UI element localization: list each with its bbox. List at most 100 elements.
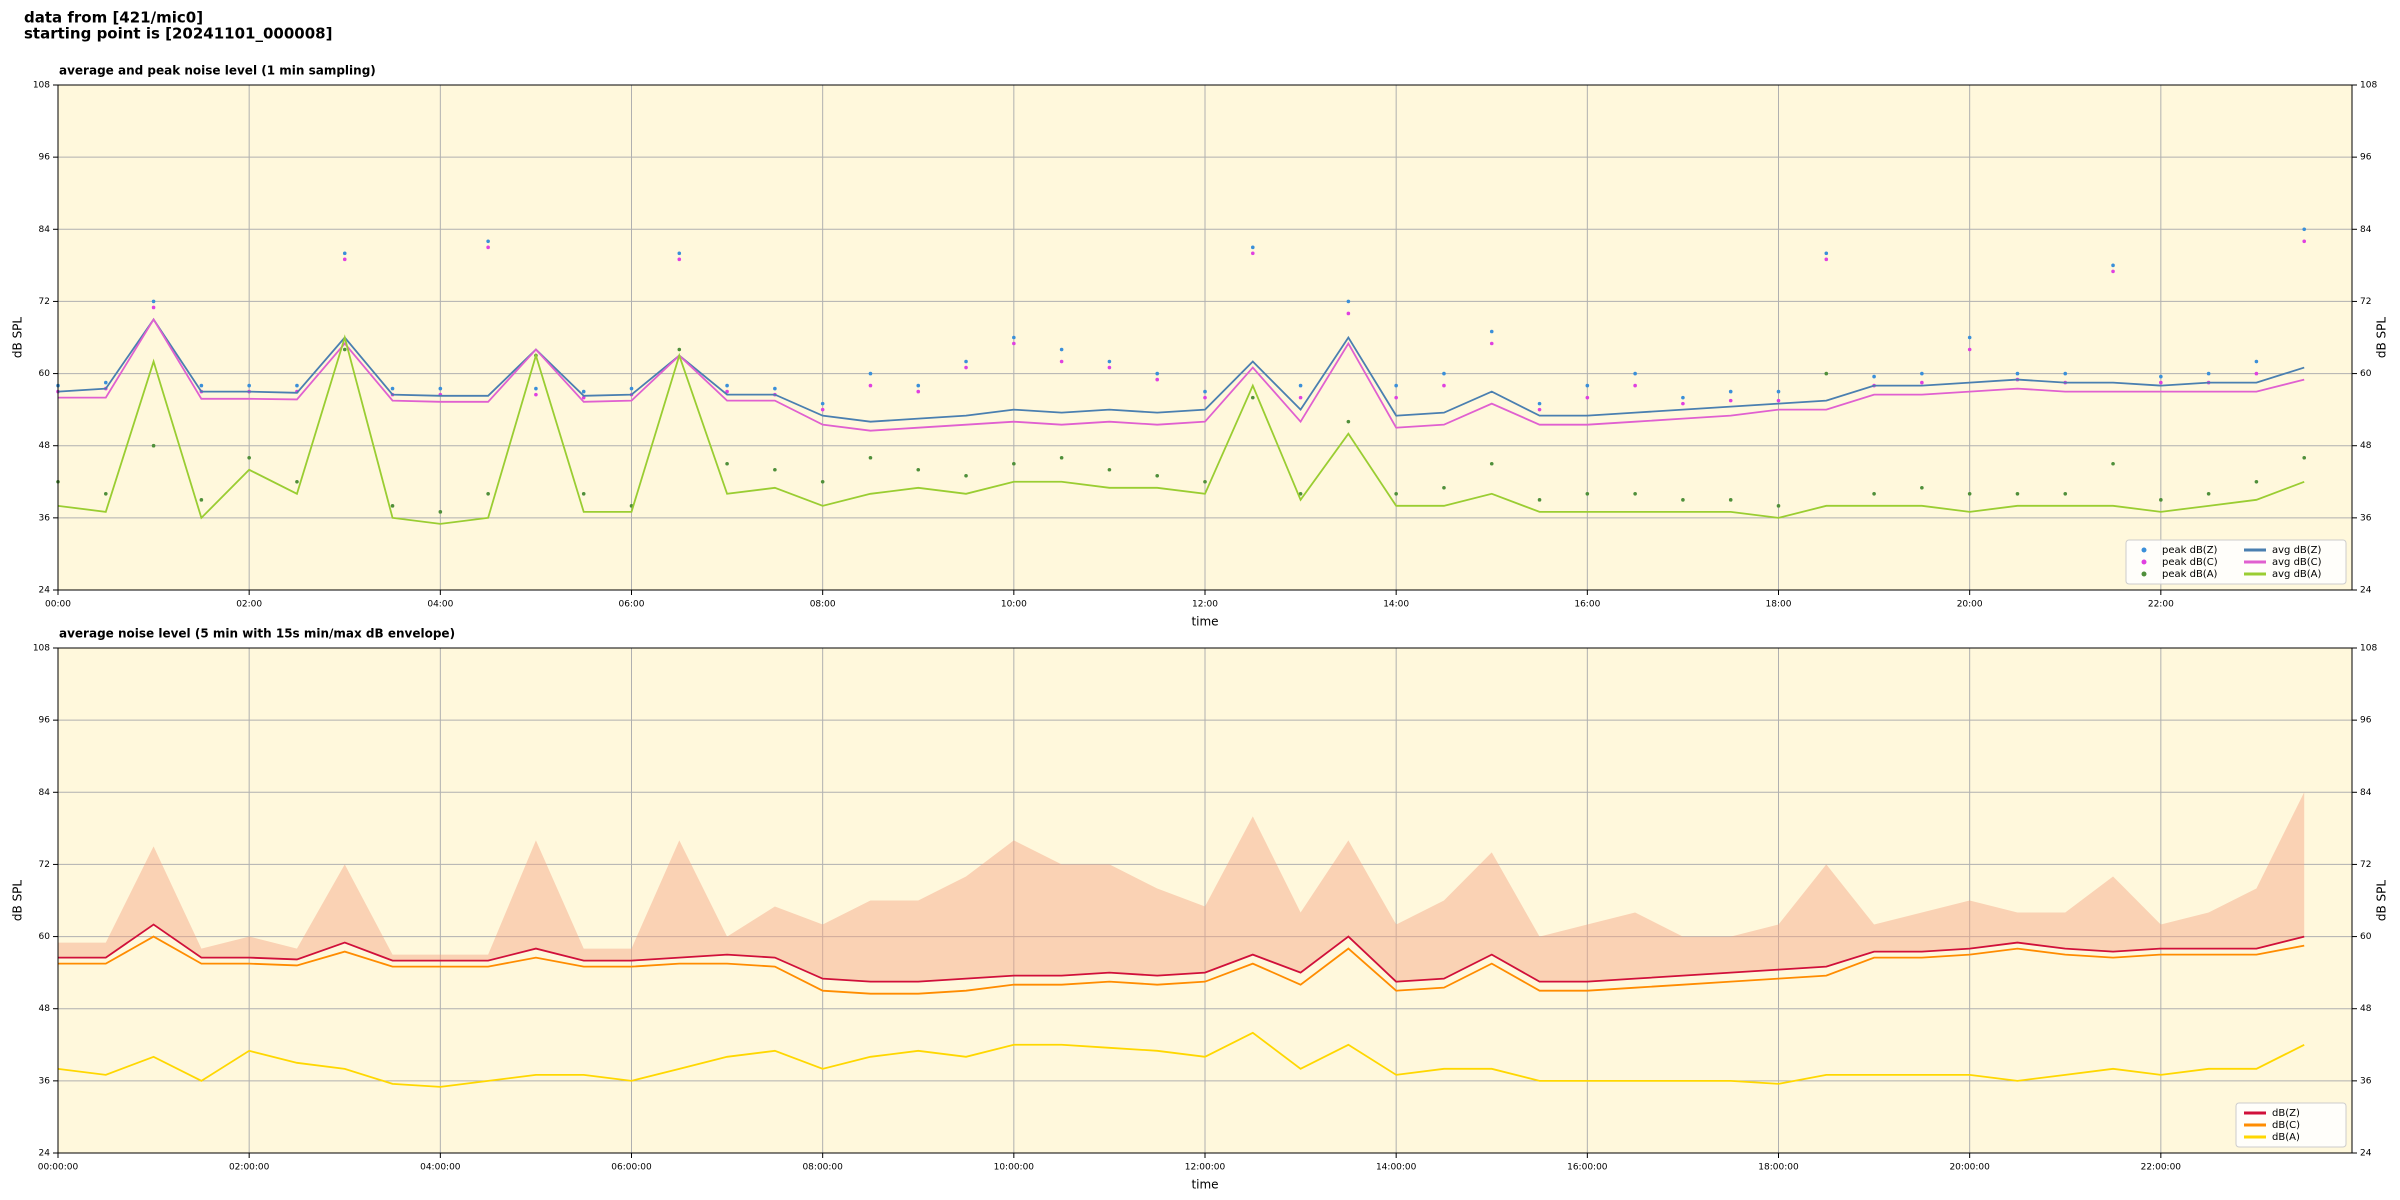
peak-point	[438, 386, 443, 391]
x-tick-label: 14:00	[1383, 600, 1409, 610]
peak-point	[1537, 407, 1542, 412]
peak-point	[1633, 383, 1637, 388]
peak-point	[2302, 455, 2307, 460]
y-tick-label: 36	[2360, 1076, 2372, 1086]
x-axis-label: time	[1191, 615, 1218, 629]
peak-point	[438, 510, 443, 514]
y-tick-label: 84	[2360, 788, 2372, 798]
peak-point	[581, 492, 586, 496]
peak-point	[725, 389, 729, 394]
peak-point	[199, 498, 204, 502]
peak-point	[629, 386, 634, 391]
y-tick-label: 108	[33, 81, 50, 91]
peak-point	[1012, 335, 1016, 340]
peak-point	[151, 299, 156, 304]
peak-point	[103, 492, 108, 496]
peak-point	[1824, 371, 1829, 376]
peak-point	[1394, 395, 1398, 400]
peak-point	[534, 386, 538, 391]
series-line	[58, 317, 2305, 432]
peak-point	[1824, 257, 1829, 262]
y-tick-label: 60	[2360, 369, 2372, 379]
x-tick-label: 22:00	[2148, 600, 2174, 610]
peak-point	[1633, 371, 1637, 376]
peak-point	[2015, 371, 2020, 376]
peak-point	[486, 245, 490, 250]
peak-point	[1776, 398, 1781, 403]
peak-point	[1298, 395, 1303, 400]
chart-title: average noise level (5 min with 15s min/…	[59, 627, 455, 641]
x-tick-label: 08:00:00	[802, 1163, 843, 1173]
legend-label: peak dB(Z)	[2162, 545, 2218, 556]
peak-point	[247, 383, 251, 388]
peak-point	[1681, 401, 1685, 406]
y-tick-label: 96	[39, 153, 51, 163]
y-tick-label: 60	[39, 369, 51, 379]
peak-point	[1203, 395, 1207, 400]
peak-point	[964, 359, 968, 364]
y-tick-label: 24	[39, 586, 51, 596]
y-tick-label: 84	[39, 225, 51, 235]
legend-label: dB(Z)	[2272, 1108, 2300, 1119]
peak-point	[1489, 461, 1494, 466]
peak-point	[486, 492, 490, 496]
peak-point	[1012, 461, 1016, 466]
y-tick-label: 36	[2360, 513, 2372, 523]
peak-point	[1250, 251, 1255, 256]
peak-point	[1155, 473, 1160, 478]
peak-point	[1442, 371, 1446, 376]
y-tick-label: 24	[39, 1149, 51, 1159]
peak-point	[1728, 389, 1733, 394]
peak-point	[534, 392, 538, 397]
legend-label: dB(A)	[2272, 1132, 2300, 1143]
peak-point	[820, 407, 825, 412]
peak-point	[1250, 395, 1255, 400]
legend-marker	[2141, 547, 2147, 553]
peak-point	[1059, 359, 1064, 364]
y-tick-label: 108	[33, 644, 50, 654]
series-line	[57, 1031, 2305, 1088]
peak-point	[1155, 371, 1160, 376]
peak-point	[2111, 461, 2115, 466]
y-tick-label: 72	[2360, 860, 2371, 870]
peak-point	[868, 455, 873, 460]
peak-point	[1346, 419, 1351, 424]
peak-point	[342, 257, 347, 262]
series-line	[57, 317, 2305, 423]
y-tick-label: 108	[2360, 644, 2377, 654]
peak-point	[2302, 227, 2307, 232]
peak-point	[773, 386, 777, 391]
peak-point	[1776, 389, 1781, 394]
x-tick-label: 02:00	[236, 600, 262, 610]
x-tick-label: 08:00	[810, 600, 836, 610]
peak-point	[1728, 398, 1733, 403]
peak-point	[199, 383, 204, 388]
peak-point	[725, 383, 729, 388]
y-tick-label: 60	[2360, 932, 2372, 942]
peak-point	[1728, 498, 1733, 502]
peak-point	[1346, 311, 1351, 316]
peak-point	[1059, 455, 1064, 460]
x-tick-label: 04:00:00	[420, 1163, 461, 1173]
peak-point	[581, 395, 586, 400]
header-line: starting point is [20241101_000008]	[24, 25, 332, 43]
peak-point	[1776, 504, 1781, 508]
y-tick-label: 24	[2360, 1149, 2372, 1159]
peak-point	[1155, 377, 1160, 382]
peak-point	[916, 389, 921, 394]
peak-point	[1920, 380, 1924, 385]
peak-point	[2159, 498, 2163, 502]
peak-point	[1920, 485, 1924, 490]
y-tick-label: 48	[39, 441, 51, 451]
peak-point	[773, 467, 777, 472]
peak-point	[247, 455, 251, 460]
peak-point	[820, 479, 825, 484]
peak-point	[581, 389, 586, 394]
peak-point	[2254, 359, 2259, 364]
peak-point	[486, 239, 490, 244]
y-tick-label: 84	[2360, 225, 2372, 235]
x-tick-label: 00:00	[45, 600, 71, 610]
x-tick-label: 04:00	[427, 600, 453, 610]
peak-point	[2206, 492, 2211, 496]
